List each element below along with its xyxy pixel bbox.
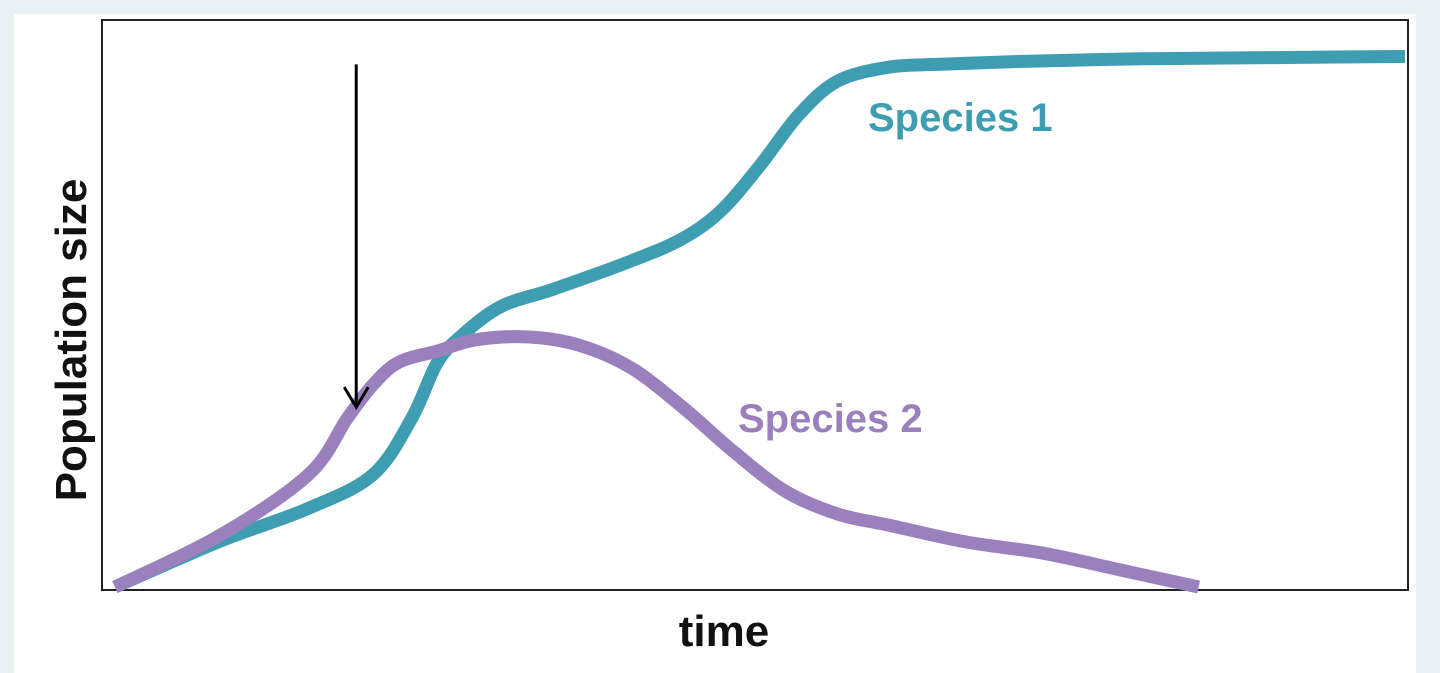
annotation-arrow-head	[342, 386, 370, 411]
series-label-species-1: Species 1	[868, 96, 1053, 140]
series-line-species-1	[112, 50, 1406, 593]
plot-frame	[101, 19, 1409, 591]
series-line-species-2	[112, 330, 1200, 594]
y-axis-title: Population size	[47, 179, 96, 502]
plot-area	[101, 19, 1409, 594]
x-axis-title: time	[679, 607, 769, 656]
series-label-species-2: Species 2	[738, 397, 923, 441]
